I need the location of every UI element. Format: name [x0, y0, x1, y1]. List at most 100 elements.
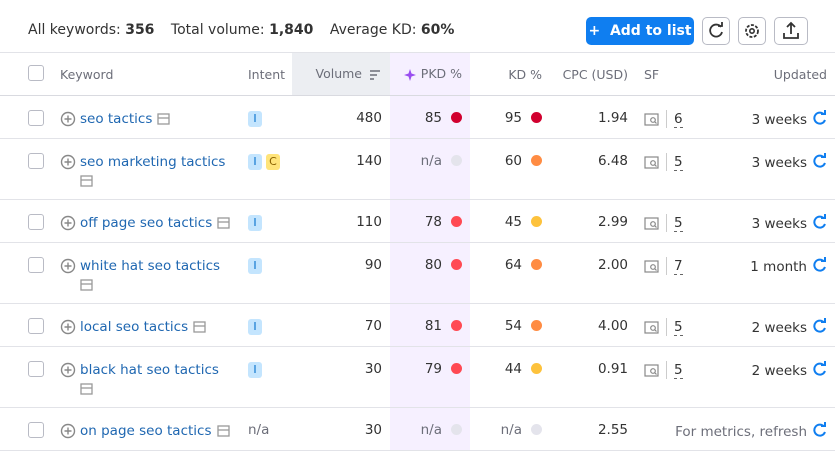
checkbox[interactable] — [28, 64, 44, 81]
value: 1,840 — [269, 22, 314, 38]
icon — [813, 422, 826, 437]
updated: For metrics, refresh — [675, 424, 807, 440]
serp-icon — [216, 425, 230, 437]
cell: 6 — [636, 95, 700, 139]
add-icon[interactable] — [60, 423, 76, 439]
refresh-icon[interactable] — [812, 214, 827, 232]
cell — [0, 199, 52, 243]
checkbox[interactable] — [28, 110, 44, 126]
icon — [60, 319, 76, 335]
pkd: 85 — [424, 110, 442, 126]
add-icon[interactable] — [60, 258, 76, 274]
updated: 3 weeks — [751, 155, 807, 171]
cell: 79 — [390, 346, 470, 408]
intent: n/a — [248, 422, 270, 438]
keyword-link[interactable]: local seo tactics — [80, 319, 189, 335]
kd: 44 — [504, 361, 522, 377]
cell — [0, 346, 52, 408]
volume: 140 — [356, 153, 382, 169]
add-icon[interactable] — [60, 362, 76, 378]
keyword-link[interactable]: seo tactics — [80, 111, 153, 127]
pkd: 79 — [424, 361, 442, 377]
checkbox[interactable] — [28, 422, 44, 438]
keyword-wrap: white hat seo tactics — [60, 257, 232, 295]
sf-count[interactable]: 7 — [674, 258, 683, 275]
keyword: on page seo tactics — [80, 422, 232, 441]
sf-count[interactable]: 5 — [674, 154, 683, 171]
cell: 30 — [292, 346, 390, 408]
column-header[interactable]: PKD % — [390, 52, 470, 96]
cell: I — [240, 199, 292, 243]
checkbox[interactable] — [28, 257, 44, 273]
cell — [0, 303, 52, 347]
sf-count[interactable]: 5 — [674, 319, 683, 336]
checkbox[interactable] — [28, 153, 44, 169]
sf-icon — [644, 363, 659, 377]
cell: n/a — [390, 138, 470, 200]
column-header[interactable]: KD % — [470, 52, 550, 96]
export-button[interactable] — [774, 17, 808, 45]
column-header[interactable]: Updated — [700, 52, 835, 96]
keyword-wrap: seo tactics — [60, 110, 232, 129]
cell: 1 month — [700, 242, 835, 304]
column-header[interactable]: Keyword — [52, 52, 240, 96]
cell: seo marketing tactics — [52, 138, 240, 200]
keyword-link[interactable]: white hat seo tactics — [80, 258, 221, 274]
keyword-link[interactable]: black hat seo tactics — [80, 362, 219, 378]
cell: 5 — [636, 346, 700, 408]
cell: I — [240, 346, 292, 408]
cell: I — [240, 95, 292, 139]
icon — [60, 154, 76, 170]
volume: 30 — [364, 422, 382, 438]
icon — [783, 21, 799, 39]
cell: 70 — [292, 303, 390, 347]
cpc: 6.48 — [597, 153, 628, 169]
refresh-icon[interactable] — [812, 422, 827, 440]
refresh-icon[interactable] — [812, 361, 827, 379]
add-button[interactable]: + Add to list — [586, 17, 694, 45]
column-header[interactable]: Volume — [292, 52, 390, 96]
refresh-icon[interactable] — [812, 318, 827, 336]
add-icon[interactable] — [60, 319, 76, 335]
pkd-dot — [451, 363, 462, 374]
serp-icon — [217, 217, 230, 229]
sf-count[interactable]: 5 — [674, 215, 683, 232]
column-header[interactable]: CPC (USD) — [550, 52, 636, 96]
keyword-link[interactable]: off page seo tactics — [80, 215, 213, 231]
refresh-icon[interactable] — [812, 153, 827, 171]
serp-icon — [157, 113, 171, 125]
refresh-icon[interactable] — [812, 110, 827, 128]
volume: 70 — [364, 318, 382, 334]
divider — [666, 257, 667, 275]
refresh-icon[interactable] — [812, 257, 827, 275]
column-header[interactable]: SF — [636, 52, 700, 96]
pkd-dot — [451, 259, 462, 270]
sf-count[interactable]: 6 — [674, 111, 683, 128]
keyword: black hat seo tactics — [80, 361, 232, 399]
settings-button[interactable] — [738, 17, 766, 45]
checkbox[interactable] — [28, 361, 44, 377]
add-icon[interactable] — [60, 111, 76, 127]
checkbox[interactable] — [28, 214, 44, 230]
pkd: 80 — [424, 257, 442, 273]
keyword-link[interactable]: seo marketing tactics — [80, 154, 226, 170]
icon — [745, 24, 759, 38]
checkbox[interactable] — [28, 318, 44, 334]
pkd-dot — [451, 155, 462, 166]
column-title: CPC (USD) — [562, 66, 628, 82]
column-header[interactable]: Intent — [240, 52, 292, 96]
icon — [60, 423, 76, 439]
cell: 140 — [292, 138, 390, 200]
cell: n/a — [470, 407, 550, 451]
cell: 1.94 — [550, 95, 636, 139]
keyword-wrap: local seo tactics — [60, 318, 232, 337]
add-icon[interactable] — [60, 154, 76, 170]
sf-count[interactable]: 5 — [674, 362, 683, 379]
keyword-link[interactable]: on page seo tactics — [80, 423, 212, 439]
add-icon[interactable] — [60, 215, 76, 231]
column-title: Keyword — [60, 66, 114, 82]
cell: 81 — [390, 303, 470, 347]
keyword-wrap: on page seo tactics — [60, 422, 232, 441]
refresh-button[interactable] — [702, 17, 730, 45]
value: 60% — [420, 22, 455, 38]
